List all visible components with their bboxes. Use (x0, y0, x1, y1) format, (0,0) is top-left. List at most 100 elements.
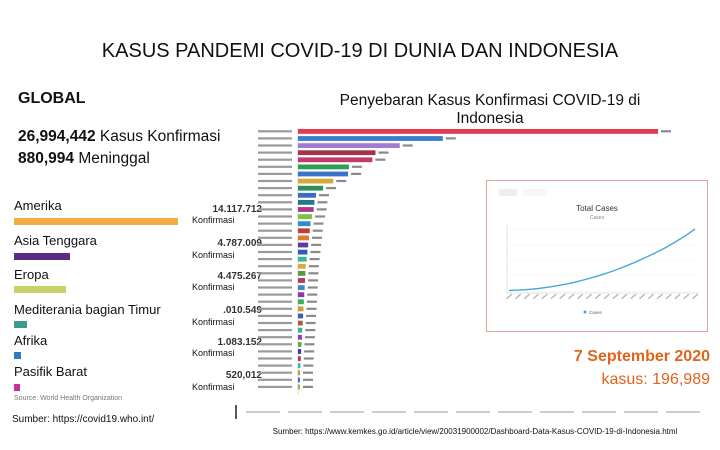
province-bar (298, 377, 300, 383)
source-indonesia: Sumber: https://www.kemkes.go.id/article… (272, 427, 678, 436)
inset-x-tick-label (523, 293, 531, 300)
province-value-label (303, 378, 313, 381)
province-bar (298, 256, 307, 262)
province-bar (298, 327, 303, 333)
province-value-label (311, 243, 322, 246)
province-label (258, 144, 292, 147)
province-bar (298, 249, 308, 255)
timeline-tick-label (582, 411, 616, 413)
inset-x-tick-label (638, 293, 646, 300)
province-bar (298, 192, 316, 198)
province-value-label (326, 187, 337, 190)
province-value-label (308, 272, 319, 275)
region-name-mediterania: Mediterania bagian Timur (14, 302, 161, 317)
province-label (258, 151, 292, 154)
province-value-label (312, 229, 323, 232)
inset-x-tick-label (683, 293, 690, 300)
province-bar (298, 363, 301, 369)
province-label (258, 314, 292, 317)
province-value-label (306, 314, 317, 317)
inset-x-tick-label (568, 293, 575, 300)
province-value-label (661, 130, 671, 133)
region-name-pasifik-barat: Pasifik Barat (14, 364, 87, 379)
timeline-tick-label (246, 411, 280, 413)
region-bar-mediterania (14, 321, 28, 328)
province-bar (298, 150, 376, 156)
global-confirmed: 26,994,442 Kasus Konfirmasi (18, 128, 221, 146)
inset-x-tick-label (647, 293, 655, 300)
indonesia-cases: kasus: 196,989 (601, 371, 710, 388)
province-value-label (375, 158, 386, 161)
province-value-label (336, 179, 347, 183)
region-name-eropa: Eropa (14, 267, 49, 282)
inset-x-tick-label (514, 293, 522, 300)
province-label (258, 215, 292, 218)
deaths-value: 880,994 (18, 150, 75, 167)
province-label (258, 172, 292, 175)
province-bar (298, 349, 302, 354)
province-bar (298, 263, 306, 269)
region-unit-pasifik-barat: Konfirmasi (192, 382, 235, 392)
province-bar (298, 235, 309, 241)
province-bar (298, 320, 303, 326)
indonesia-date: 7 September 2020 (573, 348, 710, 365)
province-bar (298, 214, 313, 219)
region-unit-mediterania: Konfirmasi (192, 317, 235, 327)
cases-series-line (508, 228, 696, 292)
province-value-label (303, 385, 313, 388)
province-value-label (305, 321, 316, 325)
province-label (258, 130, 292, 133)
province-label (258, 371, 292, 374)
province-bar (298, 370, 300, 376)
province-bar (298, 178, 334, 184)
region-name-afrika: Afrika (14, 333, 48, 348)
province-bar (298, 285, 305, 290)
inset-x-tick-label (665, 293, 672, 300)
province-value-label (313, 222, 324, 225)
global-heading: GLOBAL (18, 90, 86, 107)
inset-x-tick-label (621, 293, 628, 300)
inset-title: Total Cases (576, 204, 618, 213)
inset-x-tick-label (612, 293, 619, 300)
province-value-label (308, 265, 319, 268)
province-value-label (308, 279, 319, 282)
province-label (258, 378, 292, 381)
province-bar (298, 164, 349, 170)
province-label (258, 179, 292, 183)
timeline-strip (235, 405, 700, 419)
page-title: KASUS PANDEMI COVID-19 DI DUNIA DAN INDO… (101, 40, 619, 62)
province-label (258, 364, 292, 367)
province-label (258, 258, 292, 261)
timeline-tick-label (456, 411, 490, 413)
inset-x-tick-label (506, 293, 513, 300)
province-value-label (319, 194, 329, 197)
province-value-label (304, 343, 315, 346)
province-bar (298, 342, 302, 347)
total-cases-line-chart: Total Cases Cases Cases (499, 189, 699, 315)
region-name-asia-tenggara: Asia Tenggara (14, 233, 97, 248)
province-label (258, 272, 292, 275)
inset-x-tick-label (692, 293, 699, 300)
province-label (258, 357, 292, 360)
region-unit-eropa: Konfirmasi (192, 282, 235, 292)
province-label (258, 329, 292, 332)
inset-x-tick-label (532, 293, 539, 300)
province-value-label (402, 144, 413, 147)
inset-x-tick-label (541, 293, 548, 300)
province-label (258, 321, 292, 325)
province-bar (298, 384, 300, 390)
region-name-amerika: Amerika (14, 198, 62, 213)
inset-x-tick-label (550, 293, 557, 300)
region-value-afrika: 1.083.152 (217, 337, 263, 348)
province-label (258, 229, 292, 232)
province-bar (298, 356, 301, 361)
region-bar-amerika (14, 218, 178, 225)
province-value-label (306, 307, 317, 310)
province-value-label (351, 172, 362, 175)
province-value-label (304, 336, 315, 339)
province-value-label (316, 208, 327, 211)
province-bar (298, 129, 658, 134)
province-bar (298, 136, 443, 141)
legend-swatch (583, 310, 587, 314)
province-value-label (309, 258, 320, 261)
